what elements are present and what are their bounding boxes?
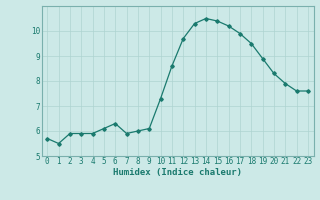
- X-axis label: Humidex (Indice chaleur): Humidex (Indice chaleur): [113, 168, 242, 177]
